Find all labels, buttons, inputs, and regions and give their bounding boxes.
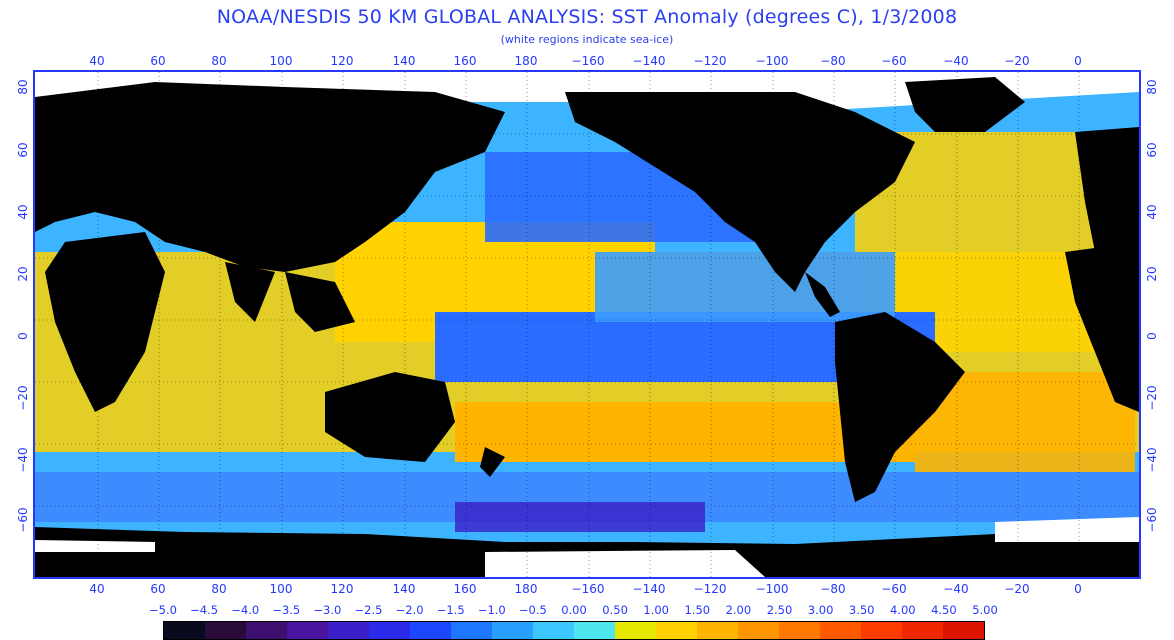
color-swatch	[656, 622, 697, 639]
lon-label: 140	[392, 582, 416, 596]
color-swatch	[615, 622, 656, 639]
color-scale-label: −3.5	[272, 603, 301, 617]
color-scale-label: 0.00	[561, 603, 587, 617]
lat-label: 0	[16, 332, 30, 340]
lat-label: −60	[1145, 507, 1159, 533]
lon-label: −20	[1004, 582, 1030, 596]
lat-label: −60	[16, 507, 30, 533]
color-scale-label: 1.50	[684, 603, 711, 617]
lat-label: −20	[16, 385, 30, 411]
color-swatch	[410, 622, 451, 639]
color-scale-label: −2.0	[395, 603, 424, 617]
lon-label: 180	[514, 582, 538, 596]
lat-label: 40	[16, 204, 30, 220]
color-scale-label: 4.00	[889, 603, 916, 617]
color-scale-label: 2.50	[766, 603, 793, 617]
lon-label: −100	[755, 582, 789, 596]
lon-label: −160	[571, 582, 605, 596]
lon-label: 80	[211, 54, 227, 68]
color-swatch	[861, 622, 902, 639]
lon-label: 100	[269, 582, 293, 596]
lat-label: 20	[1145, 266, 1159, 282]
color-scale-label: −1.0	[477, 603, 506, 617]
lon-label: −120	[693, 54, 727, 68]
lon-label: −140	[632, 582, 666, 596]
lon-label: −80	[820, 582, 846, 596]
lat-label: −40	[1145, 447, 1159, 473]
color-swatch	[574, 622, 615, 639]
map-title: NOAA/NESDIS 50 KM GLOBAL ANALYSIS: SST A…	[216, 6, 958, 28]
color-swatch	[943, 622, 984, 639]
color-scale-label: 4.50	[931, 603, 957, 617]
lon-label: 40	[89, 582, 105, 596]
color-scale-label: 0.50	[602, 603, 628, 617]
color-swatch	[287, 622, 328, 639]
color-scale-label: −4.0	[231, 603, 260, 617]
lon-label: −60	[881, 54, 907, 68]
color-scale-label: −2.5	[354, 603, 383, 617]
lon-label: 100	[269, 54, 293, 68]
color-swatch	[492, 622, 533, 639]
lat-label: 80	[1145, 79, 1159, 95]
lon-label: 80	[211, 582, 227, 596]
lat-label: 0	[1145, 332, 1159, 340]
color-scale-label: 3.50	[848, 603, 875, 617]
lat-label: 80	[16, 79, 30, 95]
color-scale-label: −0.5	[518, 603, 547, 617]
color-scale-label: −3.0	[313, 603, 342, 617]
color-swatch	[697, 622, 738, 639]
lon-label: 0	[1074, 582, 1082, 596]
sst-anomaly-map	[33, 70, 1141, 579]
lon-label: −120	[693, 582, 727, 596]
color-scale-label: −5.0	[149, 603, 177, 617]
lon-label: −40	[943, 54, 969, 68]
lon-label: −160	[571, 54, 605, 68]
lon-label: 60	[150, 582, 166, 596]
color-swatch	[205, 622, 246, 639]
lon-label: 180	[514, 54, 538, 68]
lon-label: 60	[150, 54, 166, 68]
lat-label: 20	[16, 266, 30, 282]
color-swatch	[779, 622, 820, 639]
lat-label: 60	[1145, 142, 1159, 158]
lat-label: 40	[1145, 204, 1159, 220]
lon-label: 120	[330, 54, 354, 68]
color-swatch	[328, 622, 369, 639]
lon-label: 160	[453, 54, 477, 68]
color-swatch	[164, 622, 205, 639]
lon-label: −40	[943, 582, 969, 596]
lon-label: −100	[755, 54, 789, 68]
color-swatch	[246, 622, 287, 639]
lon-label: −60	[881, 582, 907, 596]
color-swatch	[738, 622, 779, 639]
color-swatch	[369, 622, 410, 639]
lon-label: −140	[632, 54, 666, 68]
map-subtitle: (white regions indicate sea-ice)	[500, 33, 674, 46]
color-scale-label: 2.00	[725, 603, 752, 617]
color-scale-bar	[163, 621, 985, 640]
lat-label: −40	[16, 447, 30, 473]
lon-label: 40	[89, 54, 105, 68]
color-swatch	[902, 622, 943, 639]
lat-label: 60	[16, 142, 30, 158]
lon-label: −20	[1004, 54, 1030, 68]
lat-label: −20	[1145, 385, 1159, 411]
lon-label: −80	[820, 54, 846, 68]
lon-label: 160	[453, 582, 477, 596]
color-scale-label: 3.00	[807, 603, 834, 617]
color-scale-label: 1.00	[643, 603, 669, 617]
color-scale-label: −1.5	[436, 603, 465, 617]
color-swatch	[451, 622, 492, 639]
color-scale-label: 5.00	[972, 603, 998, 617]
color-swatch	[820, 622, 861, 639]
color-swatch	[533, 622, 574, 639]
lon-label: 0	[1074, 54, 1082, 68]
color-scale-label: −4.5	[190, 603, 219, 617]
lon-label: 120	[330, 582, 354, 596]
lon-label: 140	[392, 54, 416, 68]
